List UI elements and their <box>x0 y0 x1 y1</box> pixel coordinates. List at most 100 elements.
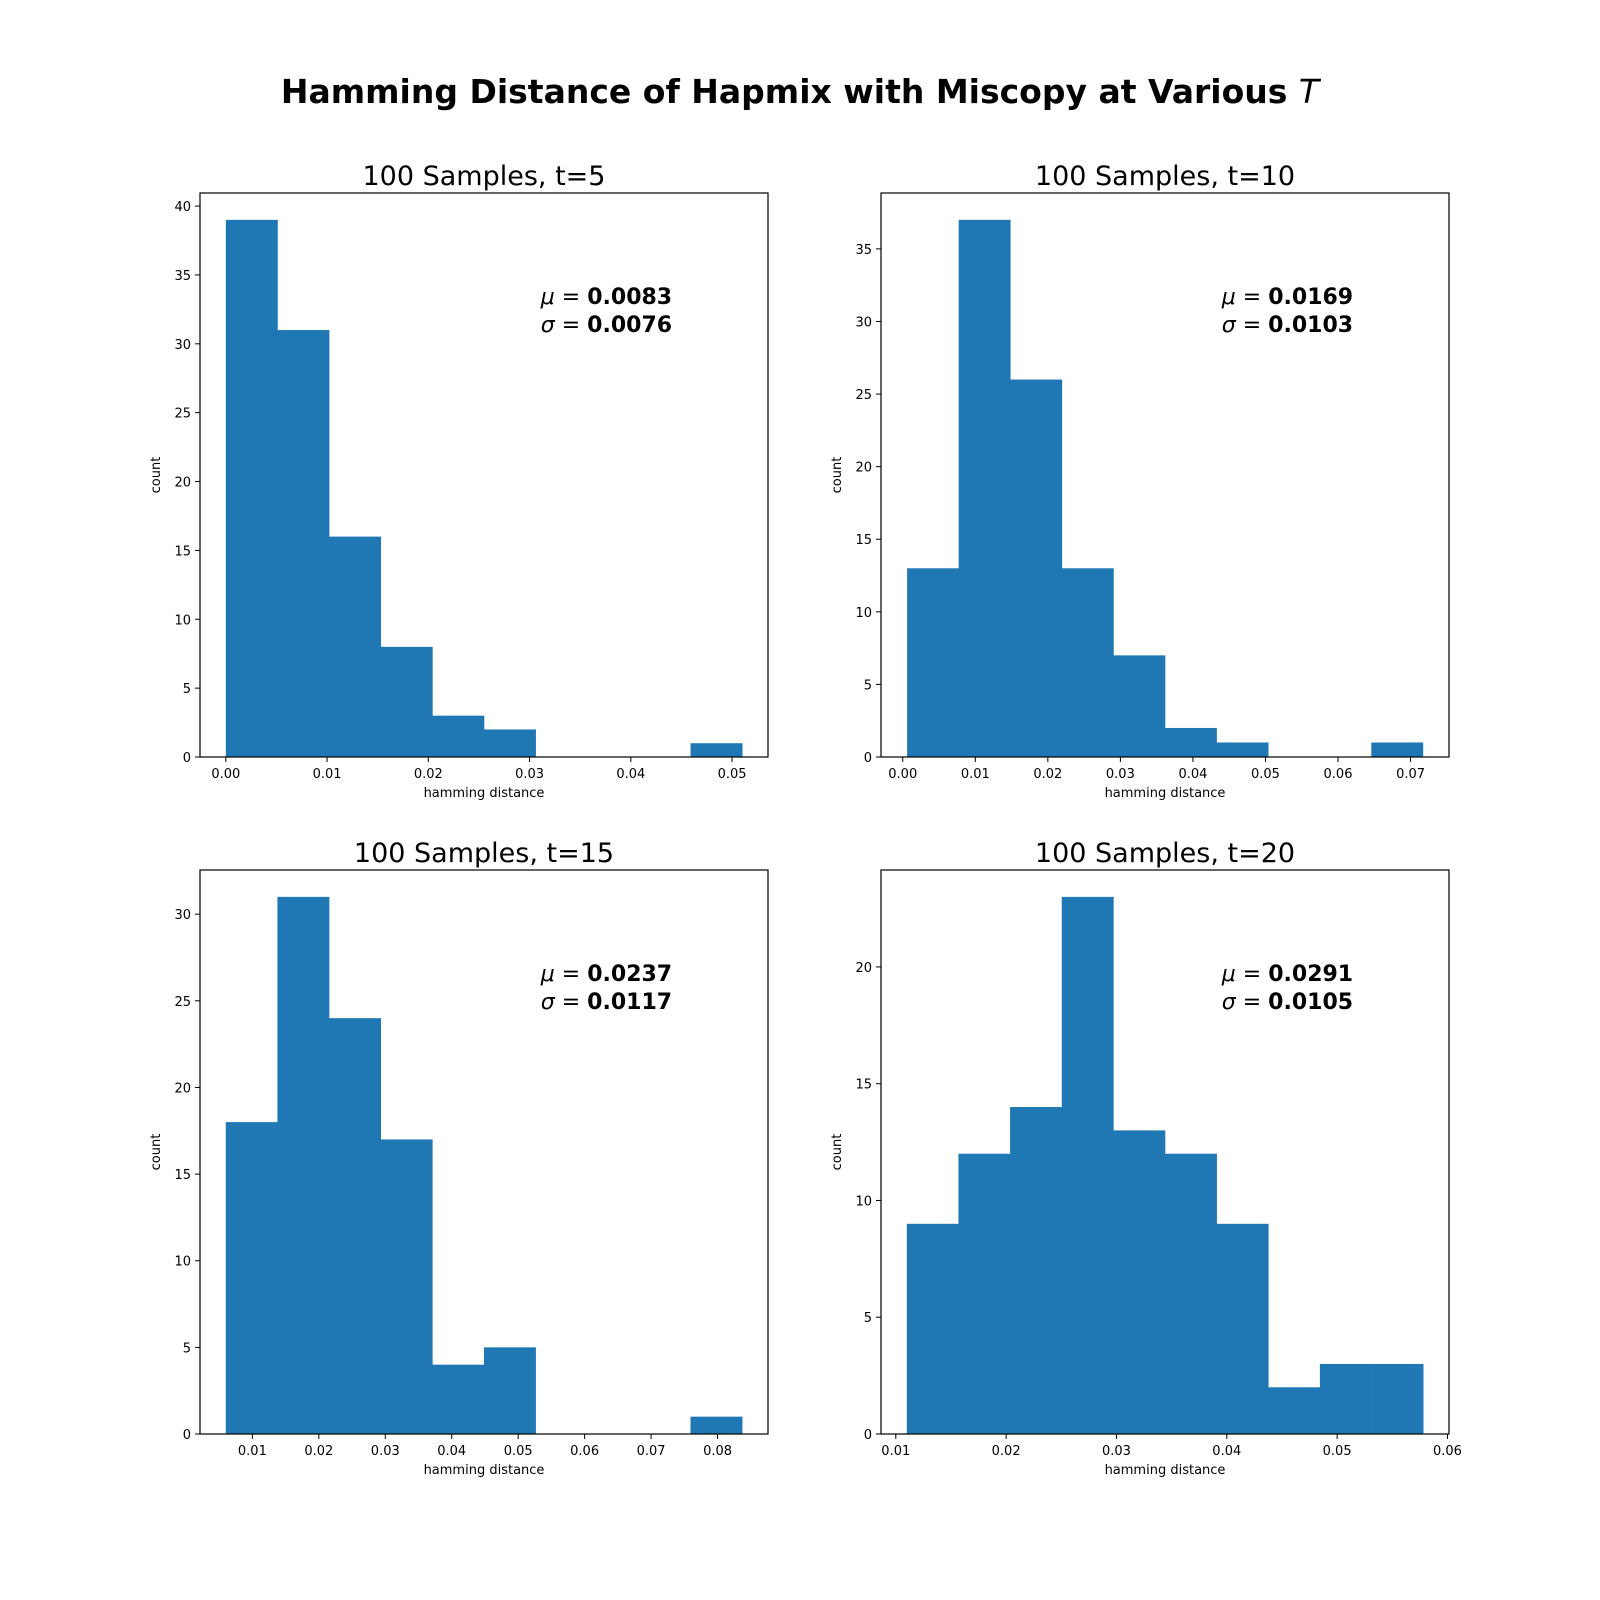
panel-title: 100 Samples, t=15 <box>354 838 614 869</box>
axes-frame <box>880 869 1450 1435</box>
y-tick-label: 0 <box>864 751 872 766</box>
panel-title: 100 Samples, t=10 <box>1035 161 1295 192</box>
x-tick-label: 0.04 <box>1212 1444 1241 1459</box>
histogram-bar <box>1165 1153 1217 1434</box>
histogram-bar <box>1010 379 1063 757</box>
y-tick-label: 20 <box>855 461 872 476</box>
histogram-bar <box>277 896 330 1434</box>
histogram-bar <box>380 1139 433 1434</box>
mean-annotation: μ = 0.0291 <box>1221 962 1353 987</box>
x-tick-label: 0.05 <box>718 767 747 782</box>
std-annotation: σ = 0.0076 <box>541 313 672 338</box>
x-tick-label: 0.01 <box>881 1444 910 1459</box>
x-tick-label: 0.01 <box>238 1444 267 1459</box>
std-annotation: σ = 0.0117 <box>541 990 672 1015</box>
histogram-bar <box>1371 1363 1424 1434</box>
x-axis-label: hamming distance <box>1105 1463 1226 1478</box>
panel-title: 100 Samples, t=20 <box>1035 838 1295 869</box>
y-tick-label: 30 <box>174 908 191 923</box>
y-axis-label: count <box>149 1134 164 1171</box>
y-tick-label: 20 <box>174 1081 191 1096</box>
y-tick-label: 15 <box>855 533 872 548</box>
histogram-panel-4: 0.01 0.02 0.03 0.04 0.05 0.06 0 5 10 15 20 hamming … <box>830 838 1462 1478</box>
x-tick-label: 0.03 <box>515 767 544 782</box>
histogram-bar <box>1113 1130 1166 1434</box>
histogram-bar <box>484 729 536 757</box>
histogram-bar <box>380 646 433 757</box>
y-tick-label: 10 <box>174 613 191 628</box>
histogram-bar <box>958 219 1011 758</box>
histogram-bar <box>690 743 743 757</box>
figure-title-symbol: T <box>1298 72 1320 111</box>
x-tick-label: 0.00 <box>888 767 917 782</box>
histogram-bar <box>1268 1387 1321 1434</box>
y-tick-label: 25 <box>174 995 191 1010</box>
axes-frame <box>199 869 769 1435</box>
y-tick-label: 15 <box>855 1078 872 1093</box>
histogram-bar <box>958 1153 1011 1434</box>
std-annotation: σ = 0.0105 <box>1222 990 1353 1015</box>
y-tick-label: 20 <box>174 476 191 491</box>
x-tick-label: 0.06 <box>570 1444 599 1459</box>
x-tick-label: 0.03 <box>1102 1444 1131 1459</box>
histogram-bar <box>483 1347 536 1434</box>
mean-annotation: μ = 0.0083 <box>540 285 672 310</box>
histogram-panel-3: 0.01 0.02 0.03 0.04 0.05 0.06 0.07 0.08 0 5 10 15 20… <box>149 838 769 1478</box>
x-tick-label: 0.00 <box>211 767 240 782</box>
histogram-bar <box>329 1018 381 1434</box>
y-tick-label: 25 <box>855 388 872 403</box>
histogram-bar <box>329 536 382 757</box>
x-tick-label: 0.02 <box>992 1444 1021 1459</box>
x-tick-label: 0.07 <box>637 1444 666 1459</box>
x-tick-label: 0.01 <box>313 767 342 782</box>
y-tick-label: 15 <box>174 1168 191 1183</box>
y-tick-label: 15 <box>174 544 191 559</box>
y-axis-label: count <box>830 457 845 494</box>
y-tick-label: 25 <box>174 407 191 422</box>
panel-title: 100 Samples, t=5 <box>363 161 606 192</box>
x-tick-label: 0.05 <box>504 1444 533 1459</box>
histogram-bar <box>907 568 959 757</box>
y-tick-label: 10 <box>174 1255 191 1270</box>
histogram-bar <box>432 1364 485 1434</box>
y-tick-label: 10 <box>855 1194 872 1209</box>
x-tick-label: 0.06 <box>1324 767 1353 782</box>
histogram-bar <box>1319 1363 1372 1434</box>
mean-annotation: μ = 0.0169 <box>1221 285 1353 310</box>
histogram-bar <box>1216 742 1269 757</box>
axes-frame <box>199 192 769 758</box>
y-tick-label: 20 <box>855 961 872 976</box>
y-axis-label: count <box>149 457 164 494</box>
histogram-bar <box>1216 1223 1269 1434</box>
y-tick-label: 5 <box>183 682 191 697</box>
y-tick-label: 0 <box>183 1428 191 1443</box>
histogram-bar <box>432 715 485 757</box>
figure-title-text: Hamming Distance of Hapmix with Miscopy … <box>280 72 1288 111</box>
y-tick-label: 35 <box>855 243 872 258</box>
x-tick-label: 0.08 <box>703 1444 732 1459</box>
y-tick-label: 0 <box>864 1428 872 1443</box>
x-tick-label: 0.06 <box>1433 1444 1462 1459</box>
y-axis-label: count <box>830 1134 845 1171</box>
histogram-bar <box>1061 568 1114 757</box>
histogram-bar <box>1371 742 1424 757</box>
x-tick-label: 0.02 <box>304 1444 333 1459</box>
std-annotation: σ = 0.0103 <box>1222 313 1353 338</box>
histogram-bar <box>690 1416 743 1434</box>
y-tick-label: 10 <box>855 606 872 621</box>
x-axis-label: hamming distance <box>1105 786 1226 801</box>
histogram-bar <box>1061 896 1114 1434</box>
x-tick-label: 0.05 <box>1323 1444 1352 1459</box>
x-tick-label: 0.02 <box>414 767 443 782</box>
histogram-bar <box>906 1223 959 1434</box>
y-tick-label: 40 <box>174 200 191 215</box>
x-tick-label: 0.04 <box>616 767 645 782</box>
histogram-bar <box>1165 727 1217 757</box>
histogram-panel-1: 0.00 0.01 0.02 0.03 0.04 0.05 0 5 10 15 20 25 30 35 40… <box>149 161 769 801</box>
y-tick-label: 5 <box>864 678 872 693</box>
y-tick-label: 5 <box>183 1341 191 1356</box>
y-tick-label: 35 <box>174 269 191 284</box>
y-tick-label: 0 <box>183 751 191 766</box>
